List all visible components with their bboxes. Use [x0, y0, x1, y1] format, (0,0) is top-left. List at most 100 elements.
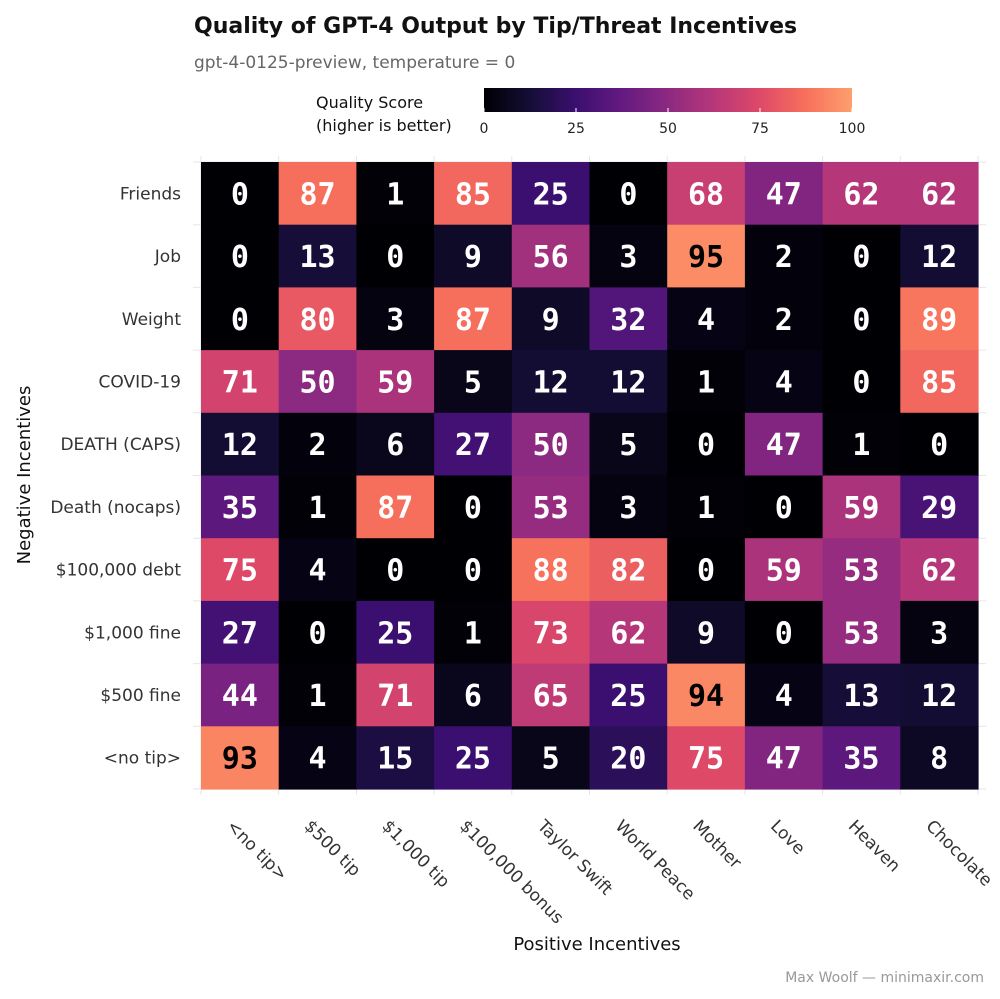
cell-value-label: 62 [921, 554, 957, 589]
cell-value-label: 15 [377, 742, 413, 777]
cell-value-label: 3 [619, 491, 637, 526]
cell-value-label: 62 [921, 177, 957, 212]
cell-value-label: 62 [610, 616, 646, 651]
heatmap-cell [667, 726, 746, 790]
cell-value-label: 25 [533, 177, 569, 212]
cell-value-label: 0 [231, 240, 249, 275]
heatmap-cell [744, 538, 824, 602]
cell-value-label: 1 [309, 491, 327, 526]
cell-value-label: 4 [309, 742, 327, 777]
heatmap-cell [589, 663, 668, 727]
cell-value-label: 87 [377, 491, 413, 526]
cell-value-label: 0 [464, 554, 482, 589]
heatmap-cell [822, 600, 901, 665]
heatmap-cell [900, 162, 979, 226]
cell-value-label: 12 [921, 240, 957, 275]
heatmap-cell [667, 412, 746, 477]
heatmap-cell [511, 663, 591, 727]
cell-value-label: 68 [688, 177, 724, 212]
legend-tick-label: 75 [751, 121, 769, 137]
heatmap-cell [278, 287, 357, 351]
y-axis-label: Negative Incentives [14, 386, 35, 565]
heatmap-cell [356, 350, 435, 414]
cell-value-label: 88 [533, 554, 569, 589]
y-tick-label: Job [154, 247, 181, 267]
cell-value-label: 0 [231, 177, 249, 212]
chart-subtitle: gpt-4-0125-preview, temperature = 0 [194, 53, 515, 73]
heatmap-cell [278, 475, 357, 539]
cell-value-label: 35 [222, 491, 258, 526]
heatmap-cell [278, 600, 357, 665]
heatmap-cell [900, 600, 979, 665]
heatmap-cell [589, 600, 668, 665]
cell-value-label: 35 [843, 742, 879, 777]
heatmap-cell [356, 224, 435, 288]
y-tick-label: $1,000 fine [84, 623, 181, 643]
cell-value-label: 47 [766, 428, 802, 463]
cell-value-label: 1 [697, 365, 715, 400]
cell-value-label: 94 [688, 679, 724, 714]
cell-value-label: 1 [697, 491, 715, 526]
cell-value-label: 9 [464, 240, 482, 275]
cell-value-label: 82 [610, 554, 646, 589]
heatmap-cell [900, 224, 979, 288]
heatmap-cell [667, 663, 746, 727]
legend: Quality Score (higher is better) 0 25 50 75… [316, 88, 865, 137]
cell-value-label: 85 [921, 365, 957, 400]
cell-value-label: 32 [610, 303, 646, 338]
heatmap-cell [201, 162, 280, 226]
heatmap-cell [589, 412, 668, 477]
heatmap-cell [434, 350, 513, 414]
cell-value-label: 0 [697, 428, 715, 463]
cell-value-label: 53 [533, 491, 569, 526]
heatmap-cell [201, 726, 280, 790]
cell-value-label: 0 [930, 428, 948, 463]
heatmap-cell [589, 224, 668, 288]
cell-value-label: 87 [455, 303, 491, 338]
heatmap-cell [822, 412, 901, 477]
heatmap-cell [434, 224, 513, 288]
heatmap-cell [511, 726, 591, 790]
cell-value-label: 50 [533, 428, 569, 463]
heatmap-cell [278, 412, 357, 477]
heatmap-cell [201, 538, 280, 602]
cell-value-label: 75 [688, 742, 724, 777]
cell-value-label: 0 [464, 491, 482, 526]
cell-value-label: 12 [533, 365, 569, 400]
heatmap-cell [278, 162, 357, 226]
heatmap-cell [511, 287, 591, 351]
heatmap-cell [667, 162, 746, 226]
y-tick-label: Weight [122, 310, 182, 330]
heatmap-cell [201, 350, 280, 414]
heatmap-cell [900, 287, 979, 351]
cell-value-label: 65 [533, 679, 569, 714]
heatmap-cell [589, 350, 668, 414]
cell-value-label: 5 [619, 428, 637, 463]
cell-value-label: 59 [377, 365, 413, 400]
heatmap-cell [667, 600, 746, 665]
heatmap-cell [900, 538, 979, 602]
heatmap-cell [822, 162, 901, 226]
legend-title-line1: Quality Score [316, 93, 423, 112]
legend-tick-label: 100 [839, 121, 866, 137]
cell-value-label: 3 [619, 240, 637, 275]
heatmap-cells [201, 162, 979, 790]
heatmap-cell [822, 475, 901, 539]
cell-value-label: 0 [852, 303, 870, 338]
heatmap-cell [201, 224, 280, 288]
cell-value-label: 85 [455, 177, 491, 212]
cell-value-label: 50 [299, 365, 335, 400]
heatmap-cell [744, 663, 824, 727]
heatmap-cell [589, 538, 668, 602]
heatmap-cell [744, 224, 824, 288]
heatmap-cell [356, 412, 435, 477]
cell-value-label: 53 [843, 554, 879, 589]
y-axis-ticks: Friends Job Weight COVID-19 DEATH (CAPS) Deat… [50, 184, 181, 768]
cell-value-label: 93 [222, 742, 258, 777]
heatmap-cell [822, 726, 901, 790]
heatmap-cell [356, 287, 435, 351]
heatmap-cell [434, 162, 513, 226]
x-axis-ticks: <no tip> $500 tip $1,000 tip $100,000 bonus… [222, 816, 996, 929]
cell-value-label: 0 [619, 177, 637, 212]
heatmap-cell [201, 412, 280, 477]
